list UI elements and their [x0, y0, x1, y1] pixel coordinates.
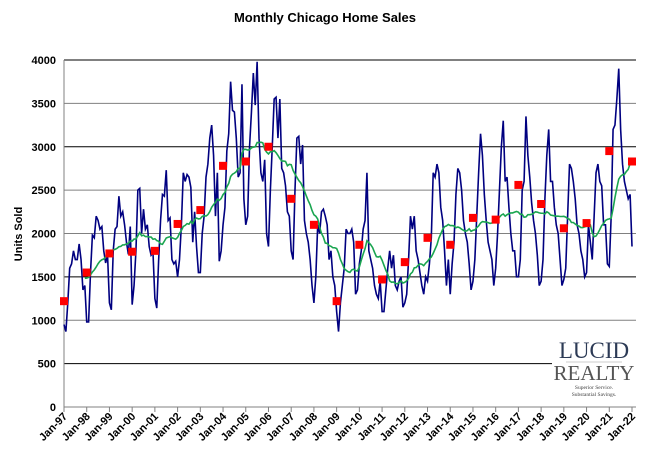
january-marker	[423, 233, 432, 242]
axes	[63, 60, 636, 412]
y-tick-label: 1500	[32, 272, 56, 284]
january-marker	[219, 161, 228, 170]
january-marker	[355, 240, 364, 249]
x-tick-labels: Jan-97Jan-98Jan-99Jan-00Jan-01Jan-02Jan-…	[37, 410, 638, 444]
logo-tagline2: Substantial Savings.	[572, 392, 617, 398]
y-tick-label: 500	[38, 359, 56, 371]
y-tick-label: 0	[50, 402, 56, 414]
y-tick-label: 3500	[32, 98, 56, 110]
chart-title: Monthly Chicago Home Sales	[233, 10, 417, 25]
january-marker	[491, 215, 500, 224]
january-marker	[105, 249, 114, 258]
january-marker	[628, 157, 636, 166]
january-marker	[287, 194, 296, 203]
january-marker	[196, 206, 205, 215]
january-marker	[400, 258, 409, 267]
y-tick-labels: 0 500 1000 1500 2000 2500 3000 3500 4000	[32, 55, 56, 414]
january-marker	[264, 142, 273, 151]
gridlines	[64, 59, 636, 365]
january-marker	[537, 200, 546, 209]
monthly-sales-line	[63, 61, 633, 332]
january-marker	[128, 247, 137, 256]
january-marker	[241, 157, 250, 166]
logo-line1: LUCID	[559, 338, 629, 363]
january-marker	[559, 224, 568, 233]
january-marker	[514, 180, 523, 189]
logo-tagline1: Superior Service.	[575, 385, 614, 391]
y-axis-label: Units Sold	[13, 207, 25, 261]
january-marker	[378, 275, 387, 284]
logo-line2: REALTY	[554, 361, 635, 385]
january-marker	[446, 240, 455, 249]
january-marker	[82, 268, 91, 277]
series	[60, 61, 636, 332]
y-tick-label: 3000	[32, 142, 56, 154]
moving-average-line	[84, 141, 633, 285]
y-tick-label: 2500	[32, 185, 56, 197]
y-tick-label: 4000	[32, 55, 56, 67]
lucid-realty-logo: LUCID REALTY Superior Service. Substanti…	[554, 338, 635, 398]
y-tick-label: 1000	[32, 315, 56, 327]
january-marker	[309, 220, 318, 229]
january-marker	[332, 297, 341, 306]
january-marker	[605, 147, 614, 156]
january-marker	[173, 219, 182, 228]
january-marker	[582, 219, 591, 228]
january-marker	[150, 246, 159, 255]
january-marker	[60, 297, 68, 306]
y-tick-label: 2000	[32, 229, 56, 241]
january-marker	[468, 213, 477, 222]
